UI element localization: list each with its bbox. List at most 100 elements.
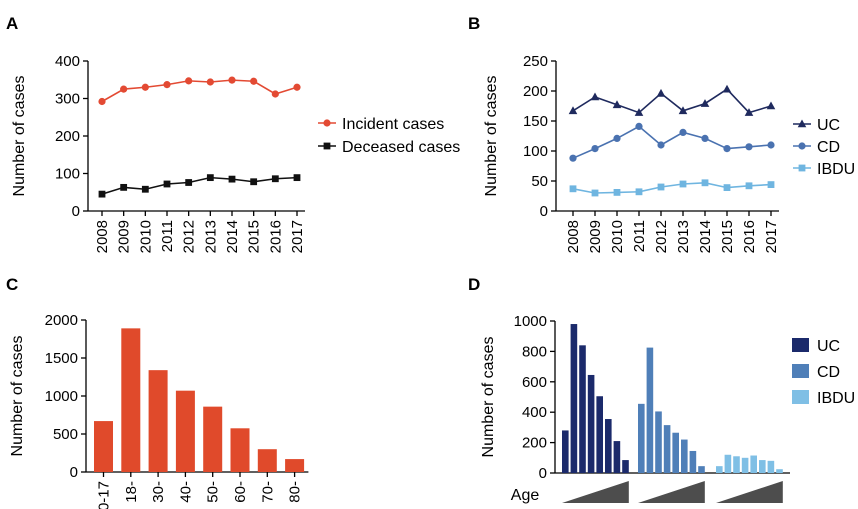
data-point [591,189,599,197]
x-tick-label: 2015 [719,220,736,253]
data-point [228,175,236,183]
bar [148,370,168,472]
bar [767,460,775,473]
panel-label-c: C [6,275,18,294]
panel-a-line-chart: 0 100 200 300 400 Number of cases 2008 2009 2010… [11,53,460,253]
x-tick-label: 2017 [289,220,306,253]
bar [285,459,305,472]
x-axis-title: Age [511,487,540,504]
x-tick-label: 30- [150,481,167,503]
data-point [120,183,128,191]
x-tick-label: 2016 [267,220,284,253]
x-tick-label: 2010 [137,220,154,253]
bar [655,411,662,473]
data-point [271,90,279,98]
age-gradient-wedge [562,481,629,503]
data-point [657,183,665,191]
y-tick-label: 250 [523,53,548,70]
data-point [185,179,193,186]
legend-marker [323,142,331,150]
data-point [701,179,709,187]
data-point [293,83,301,91]
data-point [745,143,753,151]
bar [587,374,595,473]
y-tick-label: 400 [55,53,80,70]
data-point [590,92,600,101]
bar [121,328,141,472]
y-tick-label: 400 [522,404,547,421]
data-point [271,175,279,183]
data-point [722,84,732,93]
y-tick-label: 0 [539,465,547,482]
data-point [745,182,753,190]
data-point [141,185,149,193]
data-point [634,108,644,116]
x-tick-label: 2013 [675,220,692,253]
bar [716,466,723,473]
data-point [569,154,577,162]
bar [175,390,195,472]
data-point [163,180,171,188]
data-point [613,189,621,196]
panel-c-bar-chart: 0 500 1000 1500 2000 Number of cases 0-17 18- 30… [9,312,309,509]
x-tick-label: 0-17 [96,481,113,509]
series-line [101,176,298,195]
panel-label-d: D [468,275,480,294]
data-point [635,122,643,130]
x-tick-label: 2014 [697,220,714,253]
y-axis-title: Number of cases [483,76,500,197]
legend-label: Incident cases [342,116,444,133]
data-point [163,81,171,89]
bar [672,432,679,473]
y-tick-label: 200 [523,83,548,100]
series-line [572,181,772,194]
x-tick-label: 80- [287,481,304,503]
data-point [678,106,688,115]
data-point [744,108,754,116]
legend-label: UC [817,117,840,134]
data-point [206,174,214,182]
bar [698,466,705,473]
data-point [141,83,149,91]
data-point [120,85,128,93]
bar [724,454,732,473]
data-point [679,128,687,136]
x-tick-label: 2009 [116,220,133,253]
data-point [657,141,665,149]
data-point [767,141,775,149]
x-tick-label: 40- [177,481,194,503]
legend-label: CD [817,139,840,156]
data-point [569,185,577,193]
y-tick-label: 200 [522,435,547,452]
y-tick-label: 50 [531,173,548,190]
bar [203,406,223,472]
data-point [98,97,106,106]
data-point [612,100,622,109]
legend-label: Deceased cases [342,139,460,156]
bar [230,428,250,472]
legend-swatch [792,390,809,404]
x-tick-label: 2012 [653,220,670,253]
y-axis-title: Number of cases [11,76,28,197]
x-tick-label: 2015 [246,220,263,253]
y-tick-label: 500 [53,426,78,443]
x-tick-label: 2014 [224,220,241,253]
legend-label: UC [817,338,840,355]
bar [663,425,671,473]
y-tick-label: 2000 [45,312,78,329]
legend-label: CD [817,364,840,381]
bar [646,347,654,473]
y-tick-label: 0 [540,203,548,220]
y-tick-label: 1000 [514,313,547,330]
bar [750,455,757,473]
y-tick-label: 0 [70,464,78,481]
legend-marker [323,119,331,127]
x-tick-label: 70- [259,481,276,503]
bar [613,441,621,473]
bar [759,460,766,473]
data-point [206,78,214,86]
legend-marker [797,119,807,128]
x-tick-label: 60- [232,481,249,503]
data-point [568,106,578,115]
